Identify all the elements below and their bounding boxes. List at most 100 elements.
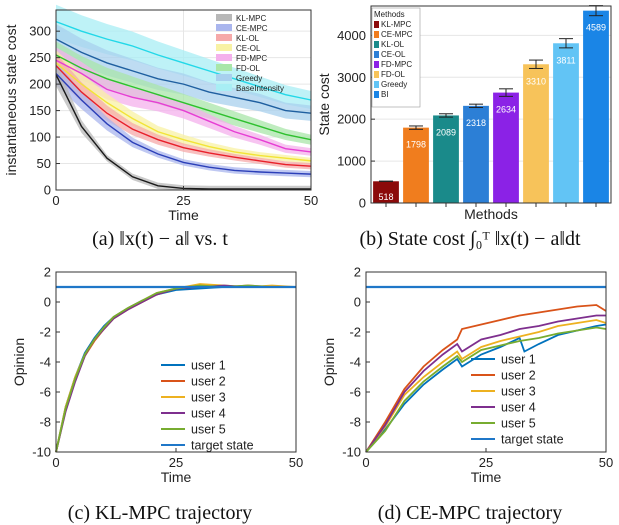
legend-swatch — [374, 91, 379, 98]
y-tick-label: -2 — [349, 325, 361, 340]
legend-label: KL-MPC — [381, 20, 411, 29]
y-tick-label: 0 — [354, 295, 361, 310]
bar-value-label: 2089 — [436, 127, 456, 137]
series-line-user 5 — [55, 284, 296, 453]
x-tick-label: 50 — [304, 193, 318, 208]
bar-BI — [583, 10, 609, 203]
x-tick-label: 25 — [479, 455, 493, 470]
legend-d: user 1 user 2 user 3 user 4 user 5 target sta… — [471, 353, 564, 447]
legend-label: user 2 — [191, 375, 226, 389]
plot-a: 0 50 100 150 200 250 300 0 25 50 Time instantaneous… — [3, 4, 318, 223]
legend-swatch — [374, 41, 379, 48]
y-tick-label: -4 — [39, 355, 51, 370]
bar-FD-MPC — [493, 92, 519, 203]
series-line-user 1 — [365, 323, 607, 453]
band-FD-OL — [56, 41, 311, 145]
y-tick-label: 50 — [37, 156, 51, 171]
y-tick-label: -8 — [349, 415, 361, 430]
band-FD-MPC — [56, 47, 311, 156]
bar-value-label: 1798 — [406, 140, 426, 150]
y-tick-label: -2 — [39, 325, 51, 340]
legend-swatch — [216, 44, 232, 51]
y-tick-label: 2 — [44, 265, 51, 280]
legend-swatch — [374, 21, 379, 28]
y-tick-label: 250 — [29, 50, 51, 65]
x-axis-label: Time — [471, 469, 502, 485]
y-tick-label: -8 — [39, 415, 51, 430]
y-tick-label: 0 — [359, 196, 366, 211]
x-axis-label: Time — [161, 469, 192, 485]
y-tick-label: 300 — [29, 24, 51, 39]
y-tick-label: 200 — [29, 77, 51, 92]
caption-c: (c) KL-MPC trajectory — [68, 502, 252, 524]
legend-label: target state — [191, 439, 254, 453]
series-line-user 1 — [55, 286, 296, 453]
series-line-CE-OL — [55, 62, 312, 162]
bar-value-label: 4589 — [586, 23, 606, 33]
series-line-Greedy — [55, 38, 312, 114]
bar-Greedy — [553, 43, 579, 203]
legend-swatch — [374, 81, 379, 88]
y-axis-label: State cost — [316, 73, 332, 135]
legend-label: user 1 — [191, 359, 226, 373]
y-tick-label: -10 — [32, 445, 51, 460]
legend-label: CE-OL — [381, 50, 406, 59]
legend-label: user 5 — [191, 423, 226, 437]
legend-swatch — [216, 64, 232, 71]
legend-label: BI — [381, 90, 389, 99]
bar-FD-OL — [523, 64, 549, 203]
legend-swatch — [374, 71, 379, 78]
legend-c: user 1 user 2 user 3 user 4 user 5 target sta… — [161, 359, 254, 453]
legend-b: MethodsKL-MPCCE-MPCKL-OLCE-OLFD-MPCFD-OL… — [371, 7, 421, 108]
legend-swatch — [374, 61, 379, 68]
y-tick-label: -6 — [349, 385, 361, 400]
legend-label: FD-MPC — [236, 54, 267, 63]
caption-d: (d) CE-MPC trajectory — [378, 502, 562, 524]
series-line-user 4 — [55, 284, 296, 453]
legend-label: Greedy — [236, 74, 262, 83]
x-tick-label: 25 — [176, 193, 190, 208]
series-line-user 3 — [55, 283, 297, 453]
y-axis-label: Opinion — [321, 338, 337, 386]
bar-value-label: 3811 — [556, 55, 575, 65]
series-line-user 2 — [55, 284, 296, 453]
legend-label: FD-MPC — [381, 60, 412, 69]
axes-frame — [55, 271, 297, 453]
plot-b: 518 1798 2089 2318 2634 3310 3811 4589 0 1000 2000… — [316, 5, 612, 222]
legend-swatch — [216, 14, 232, 21]
bar-CE-MPC — [403, 127, 429, 203]
legend-swatch — [216, 54, 232, 61]
bar-value-label: 2318 — [466, 118, 486, 128]
band-Greedy — [56, 24, 311, 121]
legend-label: user 1 — [501, 353, 536, 367]
legend-swatch — [216, 34, 232, 41]
bar-value-label: 2634 — [496, 105, 516, 115]
series-line-user 3 — [365, 319, 607, 453]
y-tick-label: -4 — [349, 355, 361, 370]
y-tick-label: 0 — [44, 295, 51, 310]
bar-value-label: 3310 — [526, 76, 546, 86]
band-KL-OL — [56, 53, 311, 170]
y-tick-label: 0 — [44, 183, 51, 198]
legend-label: CE-MPC — [381, 30, 413, 39]
y-tick-label: -6 — [39, 385, 51, 400]
caption-b: (b) State cost ∫₀ᵀ ‖x(t) − a‖dt — [359, 228, 580, 251]
series-line-user 5 — [365, 326, 607, 453]
legend-label: CE-MPC — [236, 24, 268, 33]
band-CE-MPC — [56, 61, 311, 178]
y-tick-label: 4000 — [337, 28, 366, 43]
legend-label: FD-OL — [236, 64, 261, 73]
axes-frame — [370, 5, 612, 204]
series-line-user 2 — [365, 304, 607, 453]
bar-KL-OL — [433, 115, 459, 203]
series-line-CE-MPC — [55, 73, 312, 175]
bar-CE-OL — [463, 105, 489, 203]
y-axis-label: Opinion — [11, 338, 27, 386]
legend-label: KL-OL — [381, 40, 405, 49]
series-line-KL-OL — [55, 65, 312, 167]
x-tick-label: 50 — [599, 455, 613, 470]
series-line-user 4 — [365, 314, 606, 453]
legend-label: BaseIntensity — [236, 84, 284, 93]
